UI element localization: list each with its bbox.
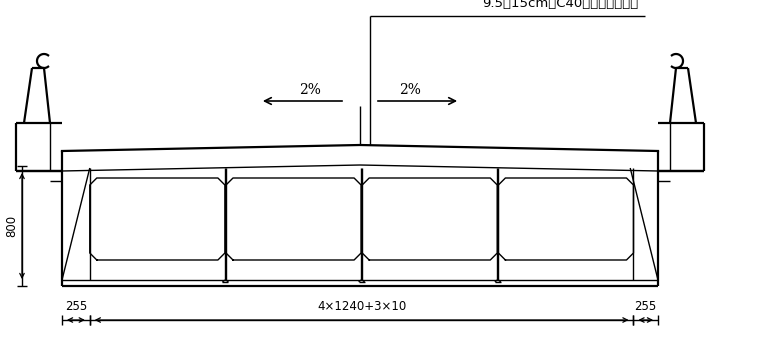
Text: 255: 255 <box>65 300 87 313</box>
Text: 2%: 2% <box>399 83 421 97</box>
Text: 255: 255 <box>635 300 657 313</box>
Text: 2%: 2% <box>299 83 321 97</box>
Text: 4×1240+3×10: 4×1240+3×10 <box>317 300 407 313</box>
Text: 800: 800 <box>5 215 18 237</box>
Text: 9.5～15cm厚C40防水砼桥面铺装: 9.5～15cm厚C40防水砼桥面铺装 <box>482 0 638 10</box>
